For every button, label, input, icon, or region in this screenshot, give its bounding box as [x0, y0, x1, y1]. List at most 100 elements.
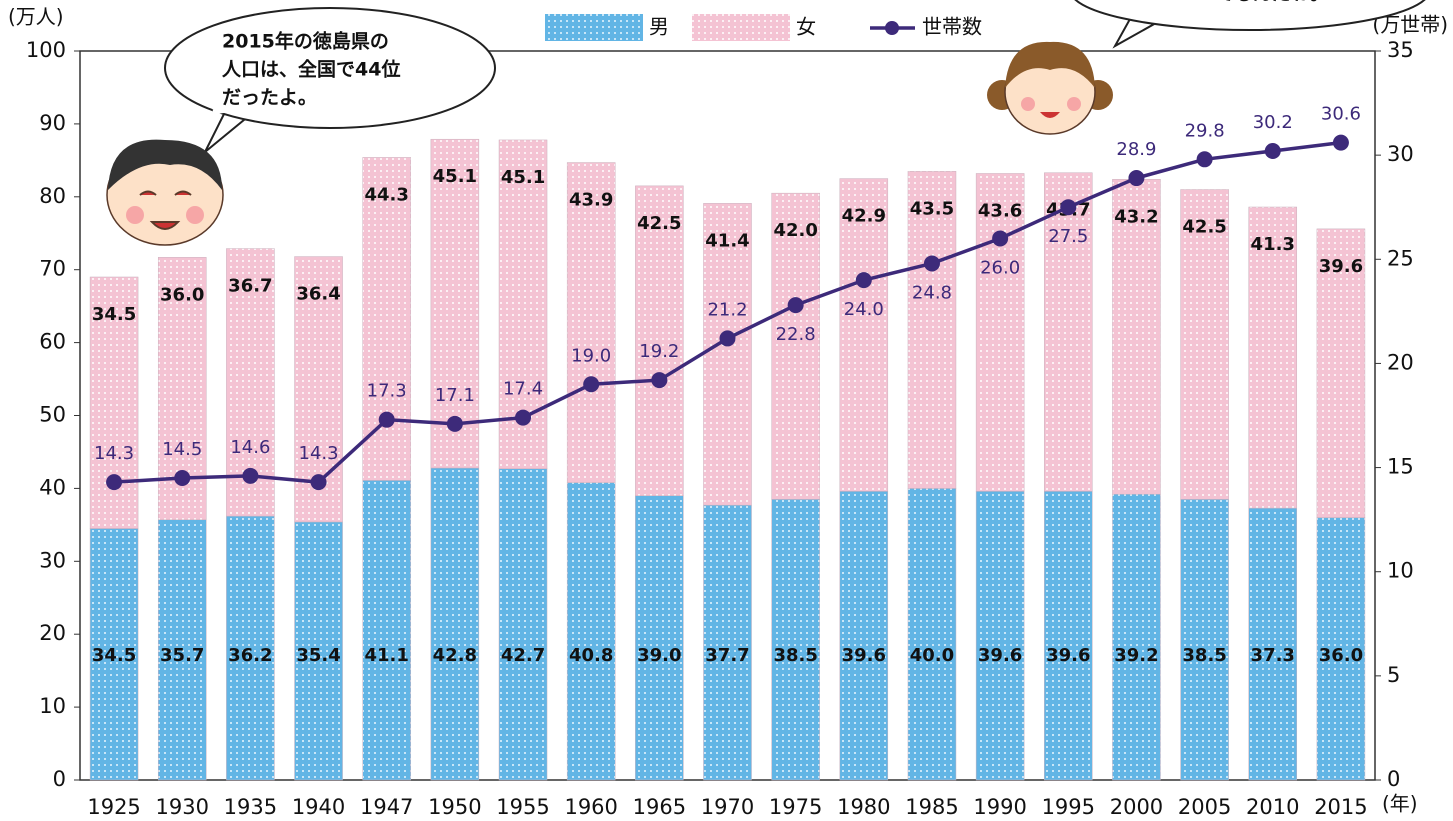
line-point [1333, 135, 1349, 151]
y-tick-label: 30 [39, 548, 66, 572]
value-label: 39.6 [842, 645, 886, 666]
value-label: 45.1 [501, 167, 545, 188]
x-tick-label: 1940 [292, 795, 345, 819]
value-label: 42.5 [637, 213, 681, 234]
bar-segment [1181, 499, 1229, 780]
line-point [311, 474, 327, 490]
x-tick-label: 1980 [837, 795, 890, 819]
x-tick-label: 2000 [1110, 795, 1163, 819]
x-tick-label: 1935 [224, 795, 277, 819]
x-axis-label: (年) [1382, 792, 1418, 816]
x-tick-label: 1985 [905, 795, 958, 819]
value-label: 41.4 [705, 230, 749, 251]
y-tick-label: 70 [39, 257, 66, 281]
legend-label: 女 [796, 15, 816, 39]
value-label: 44.3 [364, 184, 408, 205]
bar-segment [976, 491, 1024, 780]
bar-segment [635, 496, 683, 780]
y2-tick-label: 20 [1387, 350, 1414, 374]
value-label: 39.6 [978, 645, 1022, 666]
y2-tick-label: 30 [1387, 142, 1414, 166]
x-tick-label: 1930 [156, 795, 209, 819]
value-label: 17.4 [503, 379, 543, 400]
value-label: 39.2 [1114, 645, 1158, 666]
bar-segment [772, 499, 820, 780]
value-label: 35.4 [296, 645, 340, 666]
bar-segment [1112, 494, 1160, 780]
value-label: 14.5 [162, 439, 202, 460]
y-tick-label: 90 [39, 111, 66, 135]
value-label: 36.0 [160, 284, 204, 305]
y-tick-label: 0 [53, 767, 66, 791]
value-label: 38.5 [1182, 645, 1226, 666]
bar-segment [499, 469, 547, 780]
value-label: 35.7 [160, 645, 204, 666]
line-point [1197, 151, 1213, 167]
x-tick-label: 2005 [1178, 795, 1231, 819]
x-tick-label: 1990 [973, 795, 1026, 819]
y2-tick-label: 0 [1387, 767, 1400, 791]
legend-swatch [692, 14, 790, 41]
y-tick-label: 50 [39, 403, 66, 427]
x-tick-label: 2015 [1314, 795, 1367, 819]
value-label: 34.5 [92, 645, 136, 666]
line-point [242, 468, 258, 484]
value-label: 42.0 [773, 220, 817, 241]
value-label: 21.2 [707, 299, 747, 320]
value-label: 45.1 [433, 166, 477, 187]
bubble-line: 2015年の徳島県の [222, 30, 389, 53]
value-label: 14.3 [299, 443, 339, 464]
bar-segment [1249, 508, 1297, 780]
line-point [583, 376, 599, 392]
bar-segment [431, 468, 479, 780]
value-label: 40.0 [910, 645, 954, 666]
value-label: 36.0 [1319, 645, 1363, 666]
value-label: 19.2 [639, 341, 679, 362]
value-label: 39.6 [1046, 645, 1090, 666]
bar-segment [704, 505, 752, 780]
bar-segment [840, 491, 888, 780]
y2-tick-label: 10 [1387, 559, 1414, 583]
y-tick-label: 40 [39, 475, 66, 499]
value-label: 17.1 [435, 385, 475, 406]
y-axis-label: (万人) [8, 5, 64, 29]
y2-tick-label: 15 [1387, 455, 1414, 479]
y2-tick-label: 5 [1387, 663, 1400, 687]
value-label: 42.8 [433, 645, 477, 666]
legend-label: 男 [649, 15, 669, 39]
value-label: 42.9 [842, 206, 886, 227]
value-label: 37.7 [705, 645, 749, 666]
x-tick-label: 1975 [769, 795, 822, 819]
bar-segment [1044, 491, 1092, 780]
y-tick-label: 20 [39, 621, 66, 645]
line-point [1265, 143, 1281, 159]
y-tick-label: 80 [39, 184, 66, 208]
value-label: 42.5 [1182, 217, 1226, 238]
x-tick-label: 1970 [701, 795, 754, 819]
value-label: 39.0 [637, 645, 681, 666]
value-label: 36.7 [228, 276, 272, 297]
bubble-line: てるんだね。 [1215, 0, 1329, 5]
bar-segment [908, 488, 956, 780]
bubble-line: だったよ。 [222, 87, 317, 109]
y-tick-label: 100 [26, 38, 66, 62]
line-point [720, 330, 736, 346]
x-tick-label: 2010 [1246, 795, 1299, 819]
y-tick-label: 10 [39, 694, 66, 718]
line-point [856, 272, 872, 288]
value-label: 24.8 [912, 282, 952, 303]
bubble-text: てるんだね。 [1215, 0, 1329, 5]
value-label: 26.0 [980, 257, 1020, 278]
value-label: 14.6 [230, 437, 270, 458]
line-point [174, 470, 190, 486]
y2-tick-label: 25 [1387, 246, 1414, 270]
girl-face [987, 42, 1113, 134]
y-tick-label: 60 [39, 330, 66, 354]
line-point [515, 410, 531, 426]
value-label: 41.3 [1251, 234, 1295, 255]
value-label: 36.2 [228, 645, 272, 666]
line-point [379, 412, 395, 428]
value-label: 30.6 [1321, 104, 1361, 125]
x-tick-label: 1965 [633, 795, 686, 819]
value-label: 41.1 [364, 645, 408, 666]
